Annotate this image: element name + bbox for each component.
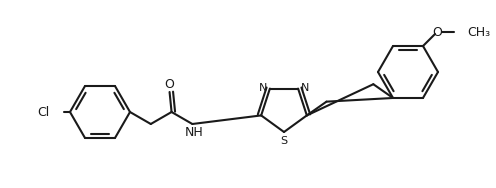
- Text: NH: NH: [185, 126, 204, 139]
- Text: S: S: [280, 136, 288, 146]
- Text: N: N: [301, 83, 310, 92]
- Text: Cl: Cl: [38, 105, 50, 118]
- Text: O: O: [165, 77, 175, 90]
- Text: CH₃: CH₃: [467, 26, 490, 39]
- Text: N: N: [259, 83, 267, 92]
- Text: O: O: [432, 26, 442, 39]
